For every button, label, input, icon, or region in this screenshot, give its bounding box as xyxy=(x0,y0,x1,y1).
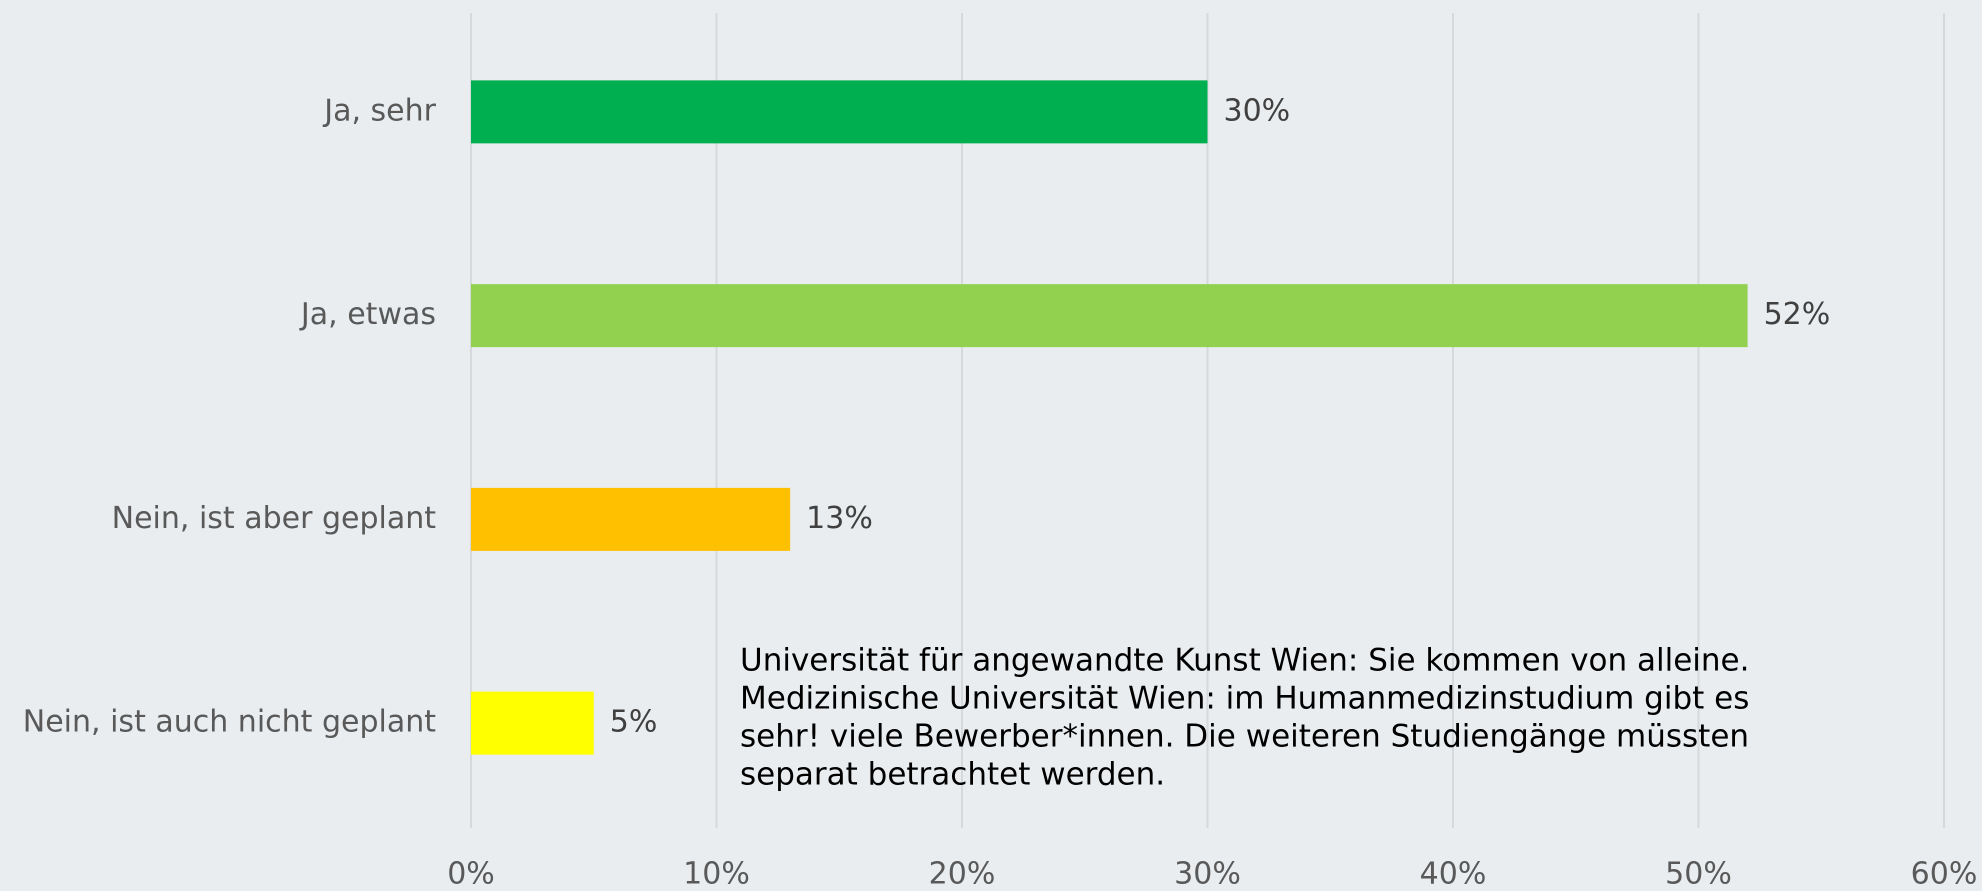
annotation: Medizinische Universität Wien: im Humanm… xyxy=(740,681,1749,717)
category-label: Ja, etwas xyxy=(299,297,436,332)
x-tick-label: 20% xyxy=(929,857,996,891)
x-tick-label: 10% xyxy=(683,857,750,891)
bar xyxy=(471,80,1208,144)
value-label: 30% xyxy=(1224,93,1291,128)
annotation: separat betrachtet werden. xyxy=(740,757,1165,793)
x-tick-label: 30% xyxy=(1174,857,1241,891)
x-tick-label: 0% xyxy=(447,857,495,891)
category-label: Nein, ist aber geplant xyxy=(112,501,437,536)
bar xyxy=(471,691,594,755)
x-tick-label: 40% xyxy=(1420,857,1487,891)
value-label: 13% xyxy=(806,501,873,536)
x-tick-label: 60% xyxy=(1911,857,1978,891)
annotation: sehr! viele Bewerber*innen. Die weiteren… xyxy=(740,719,1749,755)
bar xyxy=(471,284,1748,348)
bar xyxy=(471,487,791,551)
category-label: Nein, ist auch nicht geplant xyxy=(23,705,436,740)
annotation: Universität für angewandte Kunst Wien: S… xyxy=(740,643,1749,679)
value-label: 52% xyxy=(1764,297,1831,332)
category-label: Ja, sehr xyxy=(322,93,436,128)
x-tick-label: 50% xyxy=(1665,857,1732,891)
value-label: 5% xyxy=(610,705,658,740)
